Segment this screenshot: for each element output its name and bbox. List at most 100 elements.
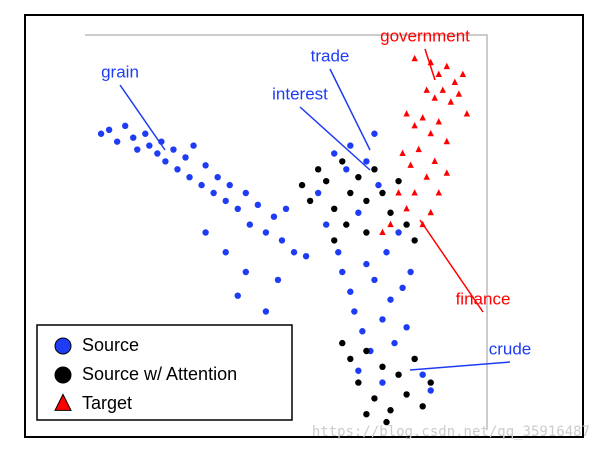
leader-line bbox=[424, 48, 436, 81]
point bbox=[443, 169, 450, 176]
point bbox=[270, 213, 278, 220]
point bbox=[226, 181, 233, 189]
point bbox=[443, 62, 450, 70]
point bbox=[463, 110, 471, 117]
point bbox=[323, 177, 330, 185]
point bbox=[431, 157, 438, 164]
point bbox=[419, 114, 426, 121]
point bbox=[379, 189, 386, 197]
point bbox=[242, 189, 249, 197]
point bbox=[427, 387, 434, 394]
point bbox=[391, 339, 398, 347]
point bbox=[435, 118, 442, 125]
point bbox=[415, 145, 422, 153]
point bbox=[407, 268, 414, 276]
point bbox=[399, 149, 406, 157]
point bbox=[427, 129, 434, 137]
point bbox=[359, 328, 366, 335]
point bbox=[395, 229, 402, 236]
legend-label: Target bbox=[82, 393, 132, 413]
point bbox=[411, 237, 418, 244]
point bbox=[363, 260, 370, 268]
point bbox=[387, 296, 394, 303]
legend: Source Source w/ Attention Target bbox=[54, 335, 237, 413]
point bbox=[290, 249, 298, 256]
point bbox=[355, 379, 362, 386]
point bbox=[419, 371, 426, 378]
point bbox=[222, 249, 229, 256]
point bbox=[298, 181, 306, 189]
point bbox=[343, 166, 350, 173]
point bbox=[411, 189, 418, 196]
point bbox=[234, 292, 241, 299]
point bbox=[387, 220, 394, 228]
point bbox=[182, 154, 189, 161]
point bbox=[113, 138, 121, 145]
point bbox=[403, 324, 410, 331]
point bbox=[146, 142, 153, 149]
point bbox=[202, 229, 209, 236]
point bbox=[355, 209, 362, 216]
point bbox=[379, 363, 386, 370]
point bbox=[242, 268, 249, 276]
point bbox=[439, 86, 446, 93]
point bbox=[379, 228, 386, 236]
point bbox=[455, 90, 463, 97]
annotation: crude bbox=[489, 339, 532, 358]
point bbox=[459, 70, 467, 78]
point bbox=[427, 379, 434, 386]
point bbox=[375, 181, 382, 189]
point bbox=[447, 98, 455, 105]
legend-label: Source w/ Attention bbox=[82, 364, 237, 384]
point bbox=[186, 174, 193, 181]
point bbox=[262, 308, 270, 315]
plot-frame bbox=[85, 34, 488, 430]
point bbox=[331, 237, 338, 244]
point bbox=[387, 209, 394, 216]
point bbox=[411, 54, 418, 62]
annotation: government bbox=[380, 26, 470, 45]
point bbox=[134, 146, 141, 153]
point bbox=[314, 166, 322, 173]
point bbox=[343, 221, 350, 228]
point bbox=[278, 237, 286, 244]
point bbox=[130, 134, 137, 141]
annotation: finance bbox=[456, 289, 511, 308]
point bbox=[411, 122, 418, 129]
point bbox=[154, 150, 161, 157]
point bbox=[371, 395, 378, 402]
point bbox=[431, 94, 438, 101]
point bbox=[262, 229, 270, 236]
leader-line bbox=[409, 361, 511, 371]
annotation: trade bbox=[311, 46, 350, 65]
point bbox=[379, 316, 386, 323]
point bbox=[351, 308, 358, 315]
annotation: interest bbox=[272, 84, 328, 103]
point bbox=[383, 249, 390, 256]
legend-marker bbox=[54, 366, 72, 384]
point bbox=[274, 276, 282, 284]
point bbox=[202, 162, 209, 169]
point bbox=[411, 355, 418, 363]
leader-line bbox=[119, 84, 166, 151]
point bbox=[355, 367, 362, 374]
point bbox=[214, 174, 221, 181]
legend-marker bbox=[54, 393, 72, 411]
point bbox=[282, 205, 290, 212]
point bbox=[403, 391, 410, 398]
point bbox=[174, 166, 181, 173]
point bbox=[306, 197, 314, 205]
point bbox=[451, 78, 459, 85]
point bbox=[383, 418, 390, 426]
point bbox=[355, 174, 362, 181]
point bbox=[403, 204, 410, 212]
legend-marker bbox=[54, 337, 72, 355]
watermark: https://blog.csdn.net/qq_35916487 bbox=[312, 424, 590, 440]
point bbox=[142, 130, 149, 137]
point bbox=[363, 197, 370, 205]
point bbox=[407, 161, 414, 168]
point bbox=[190, 142, 197, 149]
point bbox=[363, 411, 370, 418]
point bbox=[323, 221, 330, 228]
